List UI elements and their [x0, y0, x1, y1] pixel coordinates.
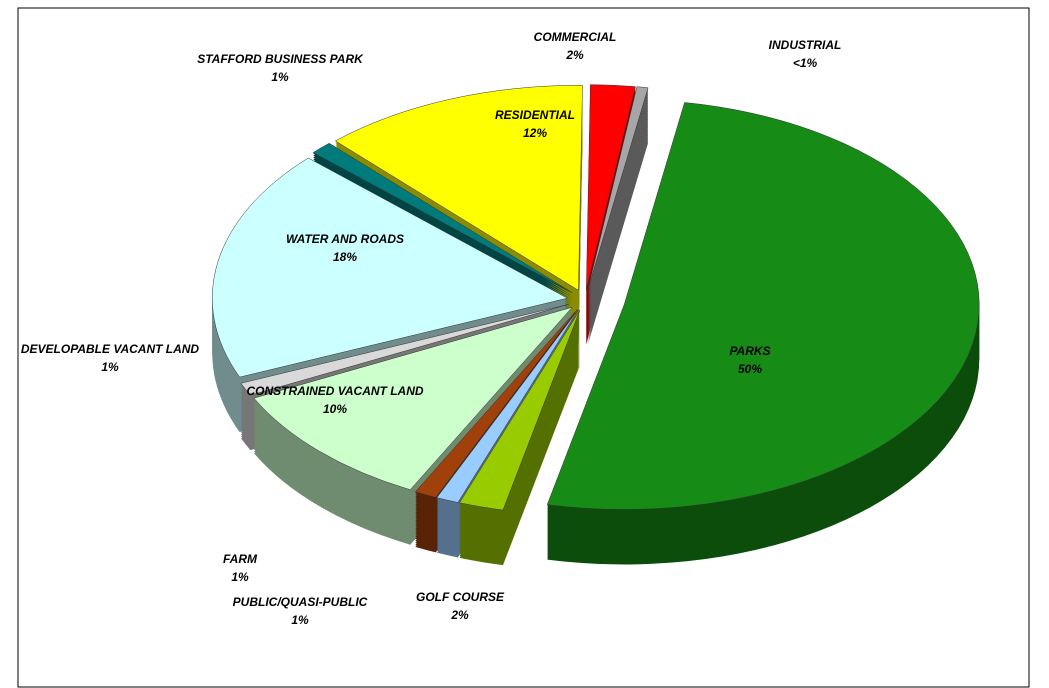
slice-label: RESIDENTIAL: [495, 108, 575, 122]
slice-side: [587, 111, 649, 315]
slice-value-label: 2%: [450, 608, 469, 622]
slice-side: [587, 101, 649, 305]
slice-value-label: 2%: [565, 48, 584, 62]
slice-label: GOLF COURSE: [416, 590, 505, 604]
slice-value-label: 12%: [523, 126, 547, 140]
slice-value-label: 1%: [231, 570, 249, 584]
slice-side: [587, 103, 649, 307]
slice-value-label: 10%: [323, 402, 347, 416]
slice: [240, 304, 569, 396]
slice: [436, 309, 579, 503]
slice-side: [587, 89, 649, 293]
slice-side: [587, 99, 649, 303]
slice: [587, 86, 649, 290]
slice-label: FARM: [223, 552, 258, 566]
slice-side: [587, 123, 649, 327]
slice-side: [587, 141, 649, 345]
slice-value-label: 1%: [271, 70, 289, 84]
slice-side: [587, 107, 649, 311]
slice-side: [587, 91, 649, 295]
slice-side: [587, 131, 649, 335]
slice-value-label: 1%: [101, 360, 119, 374]
slice: [212, 157, 568, 378]
slice: [253, 306, 573, 490]
slice-value-label: 18%: [333, 250, 357, 264]
slice-side: [587, 105, 649, 309]
slice-side: [587, 127, 649, 331]
slice-side: [587, 129, 649, 333]
slice-side: [587, 135, 649, 339]
slice-side: [587, 115, 649, 319]
slice-side: [587, 113, 649, 317]
slice-side: [587, 95, 649, 299]
slice-side: [587, 119, 649, 323]
slice-side: [587, 133, 649, 337]
slice-side: [587, 97, 649, 301]
slice: [546, 102, 980, 510]
slice-side: [587, 121, 649, 325]
slice: [586, 84, 636, 290]
slice-side: [587, 109, 649, 313]
slice: [312, 142, 573, 293]
slice-side: [587, 137, 649, 341]
slice-value-label: 50%: [738, 362, 762, 376]
slice-label: STAFFORD BUSINESS PARK: [197, 52, 364, 66]
slice-side: [587, 93, 649, 297]
slice-label: WATER AND ROADS: [286, 232, 404, 246]
slice: [414, 309, 578, 498]
slice-value-label: <1%: [793, 56, 818, 70]
slice-label: DEVELOPABLE VACANT LAND: [21, 342, 200, 356]
slice-side: [587, 117, 649, 321]
slice: [459, 309, 581, 511]
slice-label: CONSTRAINED VACANT LAND: [246, 384, 423, 398]
slice-value-label: 1%: [291, 613, 309, 627]
slice-label: PARKS: [729, 344, 770, 358]
slice: [334, 85, 583, 291]
slice-label: PUBLIC/QUASI-PUBLIC: [233, 595, 368, 609]
slice-label: COMMERCIAL: [534, 30, 617, 44]
slice-label: INDUSTRIAL: [769, 38, 842, 52]
slice-side: [587, 125, 649, 329]
slice-side: [587, 139, 649, 343]
